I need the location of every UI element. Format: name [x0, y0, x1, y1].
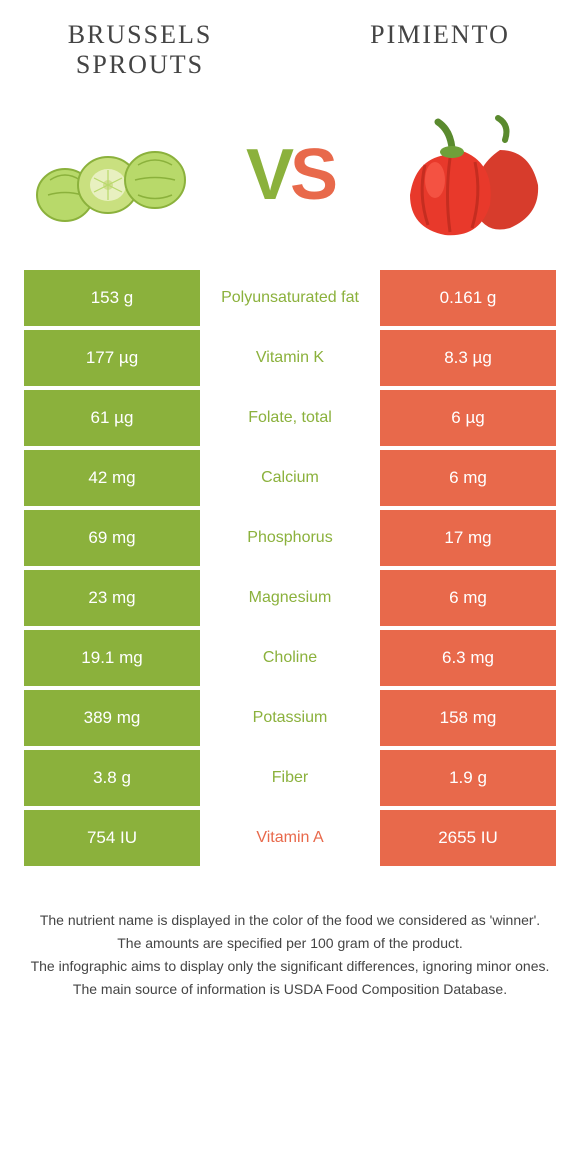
footer-line-3: The infographic aims to display only the…: [30, 956, 550, 977]
footer-notes: The nutrient name is displayed in the co…: [0, 870, 580, 1032]
cell-right-value: 1.9 g: [380, 750, 556, 806]
cell-left-value: 69 mg: [24, 510, 200, 566]
table-row: 42 mgCalcium6 mg: [24, 450, 556, 506]
table-row: 3.8 gFiber1.9 g: [24, 750, 556, 806]
cell-right-value: 8.3 µg: [380, 330, 556, 386]
vs-v: V: [246, 135, 290, 215]
table-row: 389 mgPotassium158 mg: [24, 690, 556, 746]
cell-left-value: 754 IU: [24, 810, 200, 866]
cell-left-value: 177 µg: [24, 330, 200, 386]
food-left-title: BRUSSELS SPROUTS: [40, 20, 240, 80]
cell-left-value: 19.1 mg: [24, 630, 200, 686]
cell-nutrient-label: Vitamin A: [200, 810, 380, 866]
cell-nutrient-label: Magnesium: [200, 570, 380, 626]
vs-s: S: [290, 135, 334, 215]
cell-nutrient-label: Vitamin K: [200, 330, 380, 386]
brussels-sprouts-image: [30, 110, 190, 240]
table-row: 153 gPolyunsaturated fat0.161 g: [24, 270, 556, 326]
cell-left-value: 42 mg: [24, 450, 200, 506]
cell-nutrient-label: Potassium: [200, 690, 380, 746]
cell-left-value: 61 µg: [24, 390, 200, 446]
footer-line-2: The amounts are specified per 100 gram o…: [30, 933, 550, 954]
cell-right-value: 6 µg: [380, 390, 556, 446]
cell-nutrient-label: Polyunsaturated fat: [200, 270, 380, 326]
cell-right-value: 6 mg: [380, 450, 556, 506]
table-row: 69 mgPhosphorus17 mg: [24, 510, 556, 566]
comparison-table: 153 gPolyunsaturated fat0.161 g177 µgVit…: [0, 270, 580, 866]
cell-right-value: 0.161 g: [380, 270, 556, 326]
cell-nutrient-label: Calcium: [200, 450, 380, 506]
header: BRUSSELS SPROUTS PIMIENTO: [0, 0, 580, 90]
cell-right-value: 158 mg: [380, 690, 556, 746]
table-row: 754 IUVitamin A2655 IU: [24, 810, 556, 866]
table-row: 61 µgFolate, total6 µg: [24, 390, 556, 446]
pimiento-image: [390, 110, 550, 240]
cell-right-value: 2655 IU: [380, 810, 556, 866]
table-row: 177 µgVitamin K8.3 µg: [24, 330, 556, 386]
cell-left-value: 23 mg: [24, 570, 200, 626]
table-row: 19.1 mgCholine6.3 mg: [24, 630, 556, 686]
cell-right-value: 6.3 mg: [380, 630, 556, 686]
food-right-title: PIMIENTO: [340, 20, 540, 80]
cell-nutrient-label: Fiber: [200, 750, 380, 806]
footer-line-4: The main source of information is USDA F…: [30, 979, 550, 1000]
footer-line-1: The nutrient name is displayed in the co…: [30, 910, 550, 931]
cell-right-value: 6 mg: [380, 570, 556, 626]
cell-nutrient-label: Choline: [200, 630, 380, 686]
images-row: VS: [0, 90, 580, 270]
cell-nutrient-label: Folate, total: [200, 390, 380, 446]
cell-nutrient-label: Phosphorus: [200, 510, 380, 566]
vs-label: VS: [246, 134, 334, 216]
cell-left-value: 153 g: [24, 270, 200, 326]
cell-right-value: 17 mg: [380, 510, 556, 566]
table-row: 23 mgMagnesium6 mg: [24, 570, 556, 626]
cell-left-value: 3.8 g: [24, 750, 200, 806]
cell-left-value: 389 mg: [24, 690, 200, 746]
